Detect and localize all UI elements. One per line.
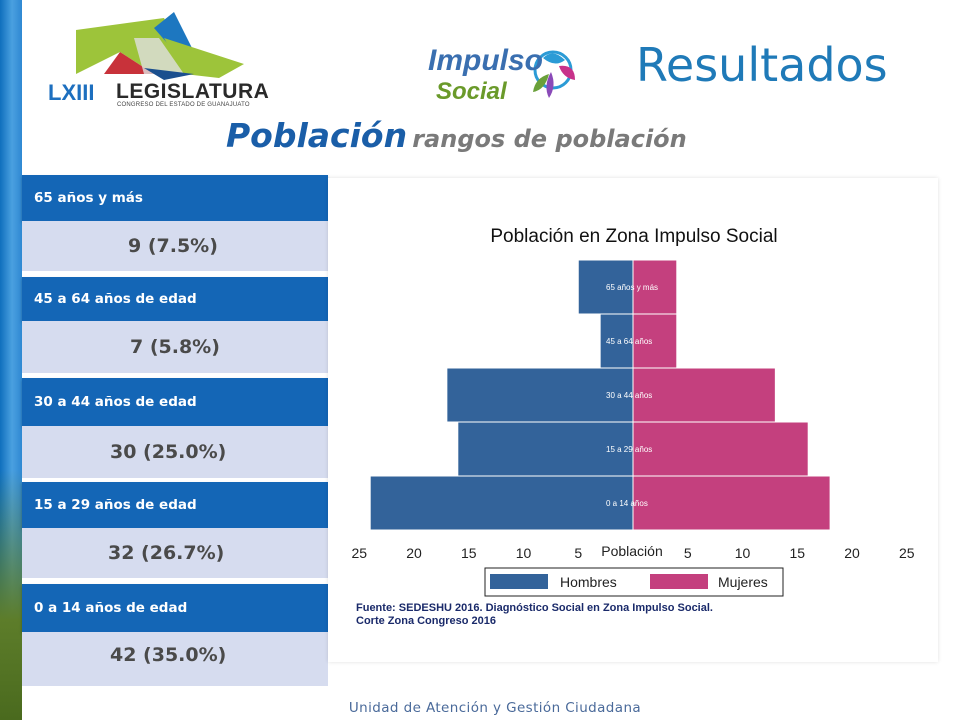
category-label: 65 años y más (606, 283, 658, 292)
age-panel-value: 9 (7.5%) (22, 221, 328, 271)
bar-hombres (599, 313, 634, 369)
age-panel-value: 42 (35.0%) (22, 632, 328, 686)
legend-swatch-mujeres (650, 574, 708, 589)
bar-hombres (457, 421, 634, 477)
legislatura-subtext: CONGRESO DEL ESTADO DE GUANAJUATO (117, 102, 250, 108)
legend-label-mujeres: Mujeres (718, 574, 768, 590)
population-pyramid-chart: Población en Zona Impulso Social 0 a 14 … (351, 226, 915, 627)
age-panel-label: 65 años y más (22, 175, 328, 221)
section-subtitle: Población rangos de población (226, 116, 687, 155)
bar-mujeres (632, 475, 831, 531)
age-panel-65-plus: 65 años y más 9 (7.5%) (22, 175, 328, 271)
subtitle-secondary: rangos de población (412, 125, 687, 153)
legislatura-name: LEGISLATURA (116, 80, 270, 103)
x-tick-label: 15 (461, 545, 477, 561)
bar-hombres (446, 367, 634, 423)
page-title: Resultados (636, 38, 888, 92)
bar-mujeres (632, 421, 809, 477)
x-tick-label: 25 (899, 545, 915, 561)
bar-mujeres (632, 367, 776, 423)
x-tick-label: 5 (574, 545, 582, 561)
age-panel-0-14: 0 a 14 años de edad 42 (35.0%) (22, 584, 328, 686)
impulso-logo-word: Impulso (428, 44, 544, 77)
age-panel-value: 30 (25.0%) (22, 426, 328, 478)
legislatura-number: LXIII (48, 80, 95, 105)
chart-container: Población en Zona Impulso Social 0 a 14 … (328, 178, 938, 662)
x-tick-label: 10 (516, 545, 532, 561)
subtitle-main: Población (226, 116, 408, 155)
side-accent-bar-lower (0, 470, 22, 720)
age-panel-45-64: 45 a 64 años de edad 7 (5.8%) (22, 277, 328, 373)
age-panel-30-44: 30 a 44 años de edad 30 (25.0%) (22, 378, 328, 478)
age-panel-label: 15 a 29 años de edad (22, 482, 328, 528)
category-label: 15 a 29 años (606, 445, 652, 454)
legislatura-logo (76, 12, 244, 80)
x-tick-label: 20 (844, 545, 860, 561)
legend-label-hombres: Hombres (560, 574, 617, 590)
x-tick-label: 10 (735, 545, 751, 561)
x-tick-label: 5 (684, 545, 692, 561)
impulso-social-logo (533, 50, 575, 98)
x-tick-label: 15 (789, 545, 805, 561)
chart-source-line2: Corte Zona Congreso 2016 (356, 615, 496, 627)
bar-mujeres (632, 313, 678, 369)
x-tick-label: 20 (406, 545, 422, 561)
category-label: 30 a 44 años (606, 391, 652, 400)
category-label: 45 a 64 años (606, 337, 652, 346)
category-label: 0 a 14 años (606, 499, 648, 508)
bar-hombres (369, 475, 634, 531)
footer-text: Unidad de Atención y Gestión Ciudadana (348, 700, 642, 716)
legend-swatch-hombres (490, 574, 548, 589)
x-tick-label: 25 (351, 545, 367, 561)
age-panel-value: 32 (26.7%) (22, 528, 328, 578)
social-logo-word: Social (436, 78, 507, 105)
age-panel-label: 45 a 64 años de edad (22, 277, 328, 321)
age-panel-label: 30 a 44 años de edad (22, 378, 328, 426)
chart-source-line1: Fuente: SEDESHU 2016. Diagnóstico Social… (356, 602, 713, 614)
age-panel-15-29: 15 a 29 años de edad 32 (26.7%) (22, 482, 328, 578)
age-panel-value: 7 (5.8%) (22, 321, 328, 373)
bar-mujeres (632, 259, 678, 315)
x-axis-label: Población (601, 543, 663, 559)
chart-title: Población en Zona Impulso Social (490, 226, 777, 247)
age-panel-label: 0 a 14 años de edad (22, 584, 328, 632)
